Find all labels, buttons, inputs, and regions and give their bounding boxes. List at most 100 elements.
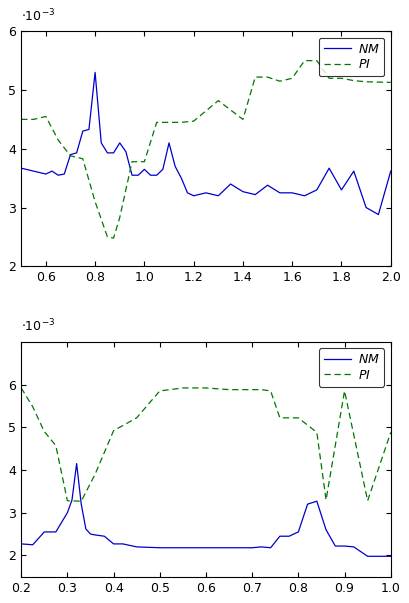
- $NM$: [86, 126, 91, 133]
- $NM$: [277, 532, 282, 540]
- $NM$: [173, 163, 178, 170]
- $PI$: [93, 198, 98, 205]
- $NM$: [324, 526, 328, 534]
- $PI$: [19, 116, 24, 123]
- $PI$: [191, 118, 196, 125]
- $NM$: [259, 543, 264, 551]
- $NM$: [342, 543, 347, 550]
- $NM$: [42, 528, 47, 535]
- $NM$: [93, 531, 98, 538]
- $NM$: [130, 172, 135, 179]
- $PI$: [79, 497, 84, 505]
- $NM$: [305, 500, 310, 508]
- Legend: $NM$, $PI$: $NM$, $PI$: [319, 348, 384, 387]
- $PI$: [268, 387, 273, 394]
- $NM$: [31, 168, 36, 175]
- $PI$: [80, 155, 85, 162]
- $PI$: [31, 116, 36, 123]
- $NM$: [49, 168, 54, 175]
- $PI$: [240, 116, 245, 123]
- $PI$: [250, 386, 255, 393]
- $NM$: [30, 541, 35, 548]
- $NM$: [88, 531, 93, 538]
- $NM$: [54, 528, 58, 535]
- $PI$: [204, 384, 209, 391]
- $NM$: [351, 543, 356, 551]
- $PI$: [42, 428, 47, 435]
- $NM$: [74, 460, 79, 467]
- $NM$: [185, 189, 190, 197]
- $PI$: [327, 75, 332, 82]
- $PI$: [315, 57, 319, 65]
- $NM$: [351, 168, 356, 175]
- $NM$: [124, 148, 128, 156]
- $NM$: [302, 192, 307, 200]
- $PI$: [56, 136, 61, 144]
- $NM$: [111, 540, 116, 548]
- $NM$: [157, 544, 162, 551]
- $PI$: [157, 387, 162, 394]
- $NM$: [315, 186, 319, 194]
- $PI$: [179, 119, 184, 126]
- $PI$: [43, 113, 48, 120]
- $NM$: [296, 528, 301, 535]
- $NM$: [277, 189, 282, 197]
- $NM$: [227, 544, 231, 551]
- $PI$: [93, 470, 98, 478]
- $PI$: [259, 386, 264, 393]
- $PI$: [105, 233, 110, 241]
- $NM$: [364, 204, 369, 211]
- $NM$: [166, 139, 171, 147]
- $NM$: [240, 188, 245, 195]
- Text: $\cdot10^{-3}$: $\cdot10^{-3}$: [21, 318, 55, 335]
- $PI$: [65, 497, 70, 504]
- $PI$: [290, 75, 294, 82]
- $PI$: [365, 497, 370, 504]
- $PI$: [130, 158, 135, 165]
- $NM$: [287, 532, 292, 540]
- $NM$: [388, 553, 393, 560]
- $PI$: [277, 414, 282, 421]
- $NM$: [333, 543, 338, 550]
- $NM$: [216, 192, 221, 200]
- $NM$: [102, 532, 107, 540]
- Line: $PI$: $PI$: [21, 388, 391, 501]
- $NM$: [62, 171, 67, 178]
- $NM$: [105, 150, 110, 157]
- $NM$: [148, 172, 153, 179]
- Line: $NM$: $NM$: [21, 72, 391, 215]
- $NM$: [388, 168, 393, 175]
- $PI$: [315, 429, 319, 436]
- $PI$: [154, 119, 159, 126]
- $PI$: [54, 442, 58, 449]
- Text: $\cdot10^{-3}$: $\cdot10^{-3}$: [21, 8, 55, 24]
- $PI$: [388, 79, 393, 86]
- $NM$: [191, 192, 196, 200]
- $NM$: [43, 171, 48, 178]
- $PI$: [265, 74, 270, 81]
- $NM$: [111, 150, 116, 157]
- $NM$: [365, 553, 370, 560]
- $PI$: [324, 496, 328, 504]
- $PI$: [117, 214, 122, 221]
- $NM$: [70, 496, 74, 504]
- $NM$: [93, 69, 98, 76]
- $PI$: [216, 97, 221, 104]
- $NM$: [179, 174, 184, 182]
- $PI$: [339, 75, 344, 82]
- $PI$: [68, 152, 73, 159]
- $NM$: [180, 544, 185, 551]
- $NM$: [56, 172, 61, 179]
- $NM$: [80, 127, 85, 134]
- $NM$: [250, 544, 255, 551]
- $PI$: [166, 119, 171, 126]
- $NM$: [120, 540, 125, 548]
- $NM$: [136, 172, 141, 179]
- $NM$: [74, 150, 79, 157]
- $NM$: [265, 182, 270, 189]
- $NM$: [19, 165, 24, 172]
- $NM$: [79, 500, 84, 508]
- $PI$: [364, 78, 369, 86]
- $NM$: [142, 166, 147, 173]
- $NM$: [160, 166, 165, 173]
